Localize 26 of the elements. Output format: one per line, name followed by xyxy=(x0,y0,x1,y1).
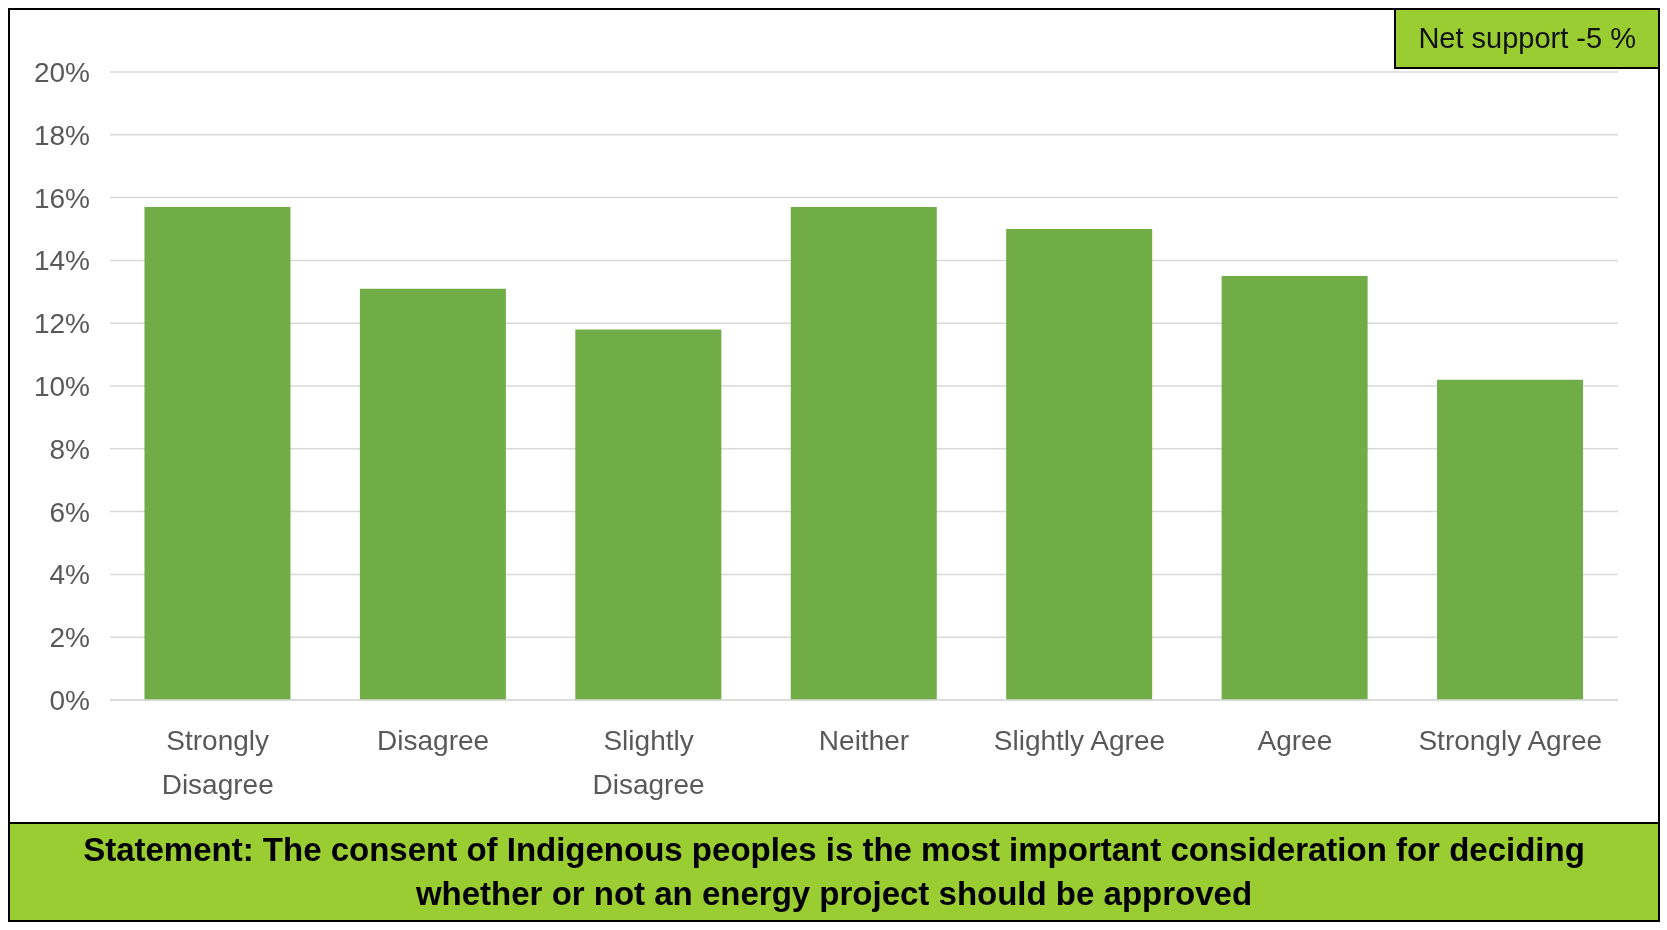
bar xyxy=(575,329,722,700)
bar xyxy=(790,207,937,700)
x-tick-label: Strongly Disagree xyxy=(161,725,274,800)
bar xyxy=(1437,379,1584,700)
y-tick-label: 20% xyxy=(33,56,90,88)
y-tick-label: 18% xyxy=(33,119,90,151)
bar xyxy=(1006,229,1153,700)
bar xyxy=(359,288,506,700)
y-tick-label: 16% xyxy=(33,182,90,214)
x-tick-label: Slightly Agree xyxy=(993,725,1166,756)
y-tick-label: 14% xyxy=(33,245,90,277)
bar xyxy=(1221,276,1368,700)
y-tick-label: 10% xyxy=(33,370,90,402)
y-tick-label: 12% xyxy=(33,308,90,340)
bar xyxy=(144,207,291,700)
x-tick-label: Slightly Disagree xyxy=(592,725,705,800)
x-tick-label: Disagree xyxy=(377,725,490,756)
text: Statement: The consent of Indigenous peoples is the most important consideration for deciding whether or not an energy project should be approved xyxy=(10,822,1658,920)
y-tick-label: 6% xyxy=(49,496,90,528)
y-tick-label: 8% xyxy=(49,433,90,465)
x-tick-label: Agree xyxy=(1257,725,1333,756)
y-tick-label: 0% xyxy=(49,684,90,716)
y-tick-label: 2% xyxy=(49,622,90,654)
x-tick-label: Strongly Agree xyxy=(1418,725,1603,756)
x-tick-label: Neither xyxy=(818,725,910,756)
y-tick-label: 4% xyxy=(49,559,90,591)
